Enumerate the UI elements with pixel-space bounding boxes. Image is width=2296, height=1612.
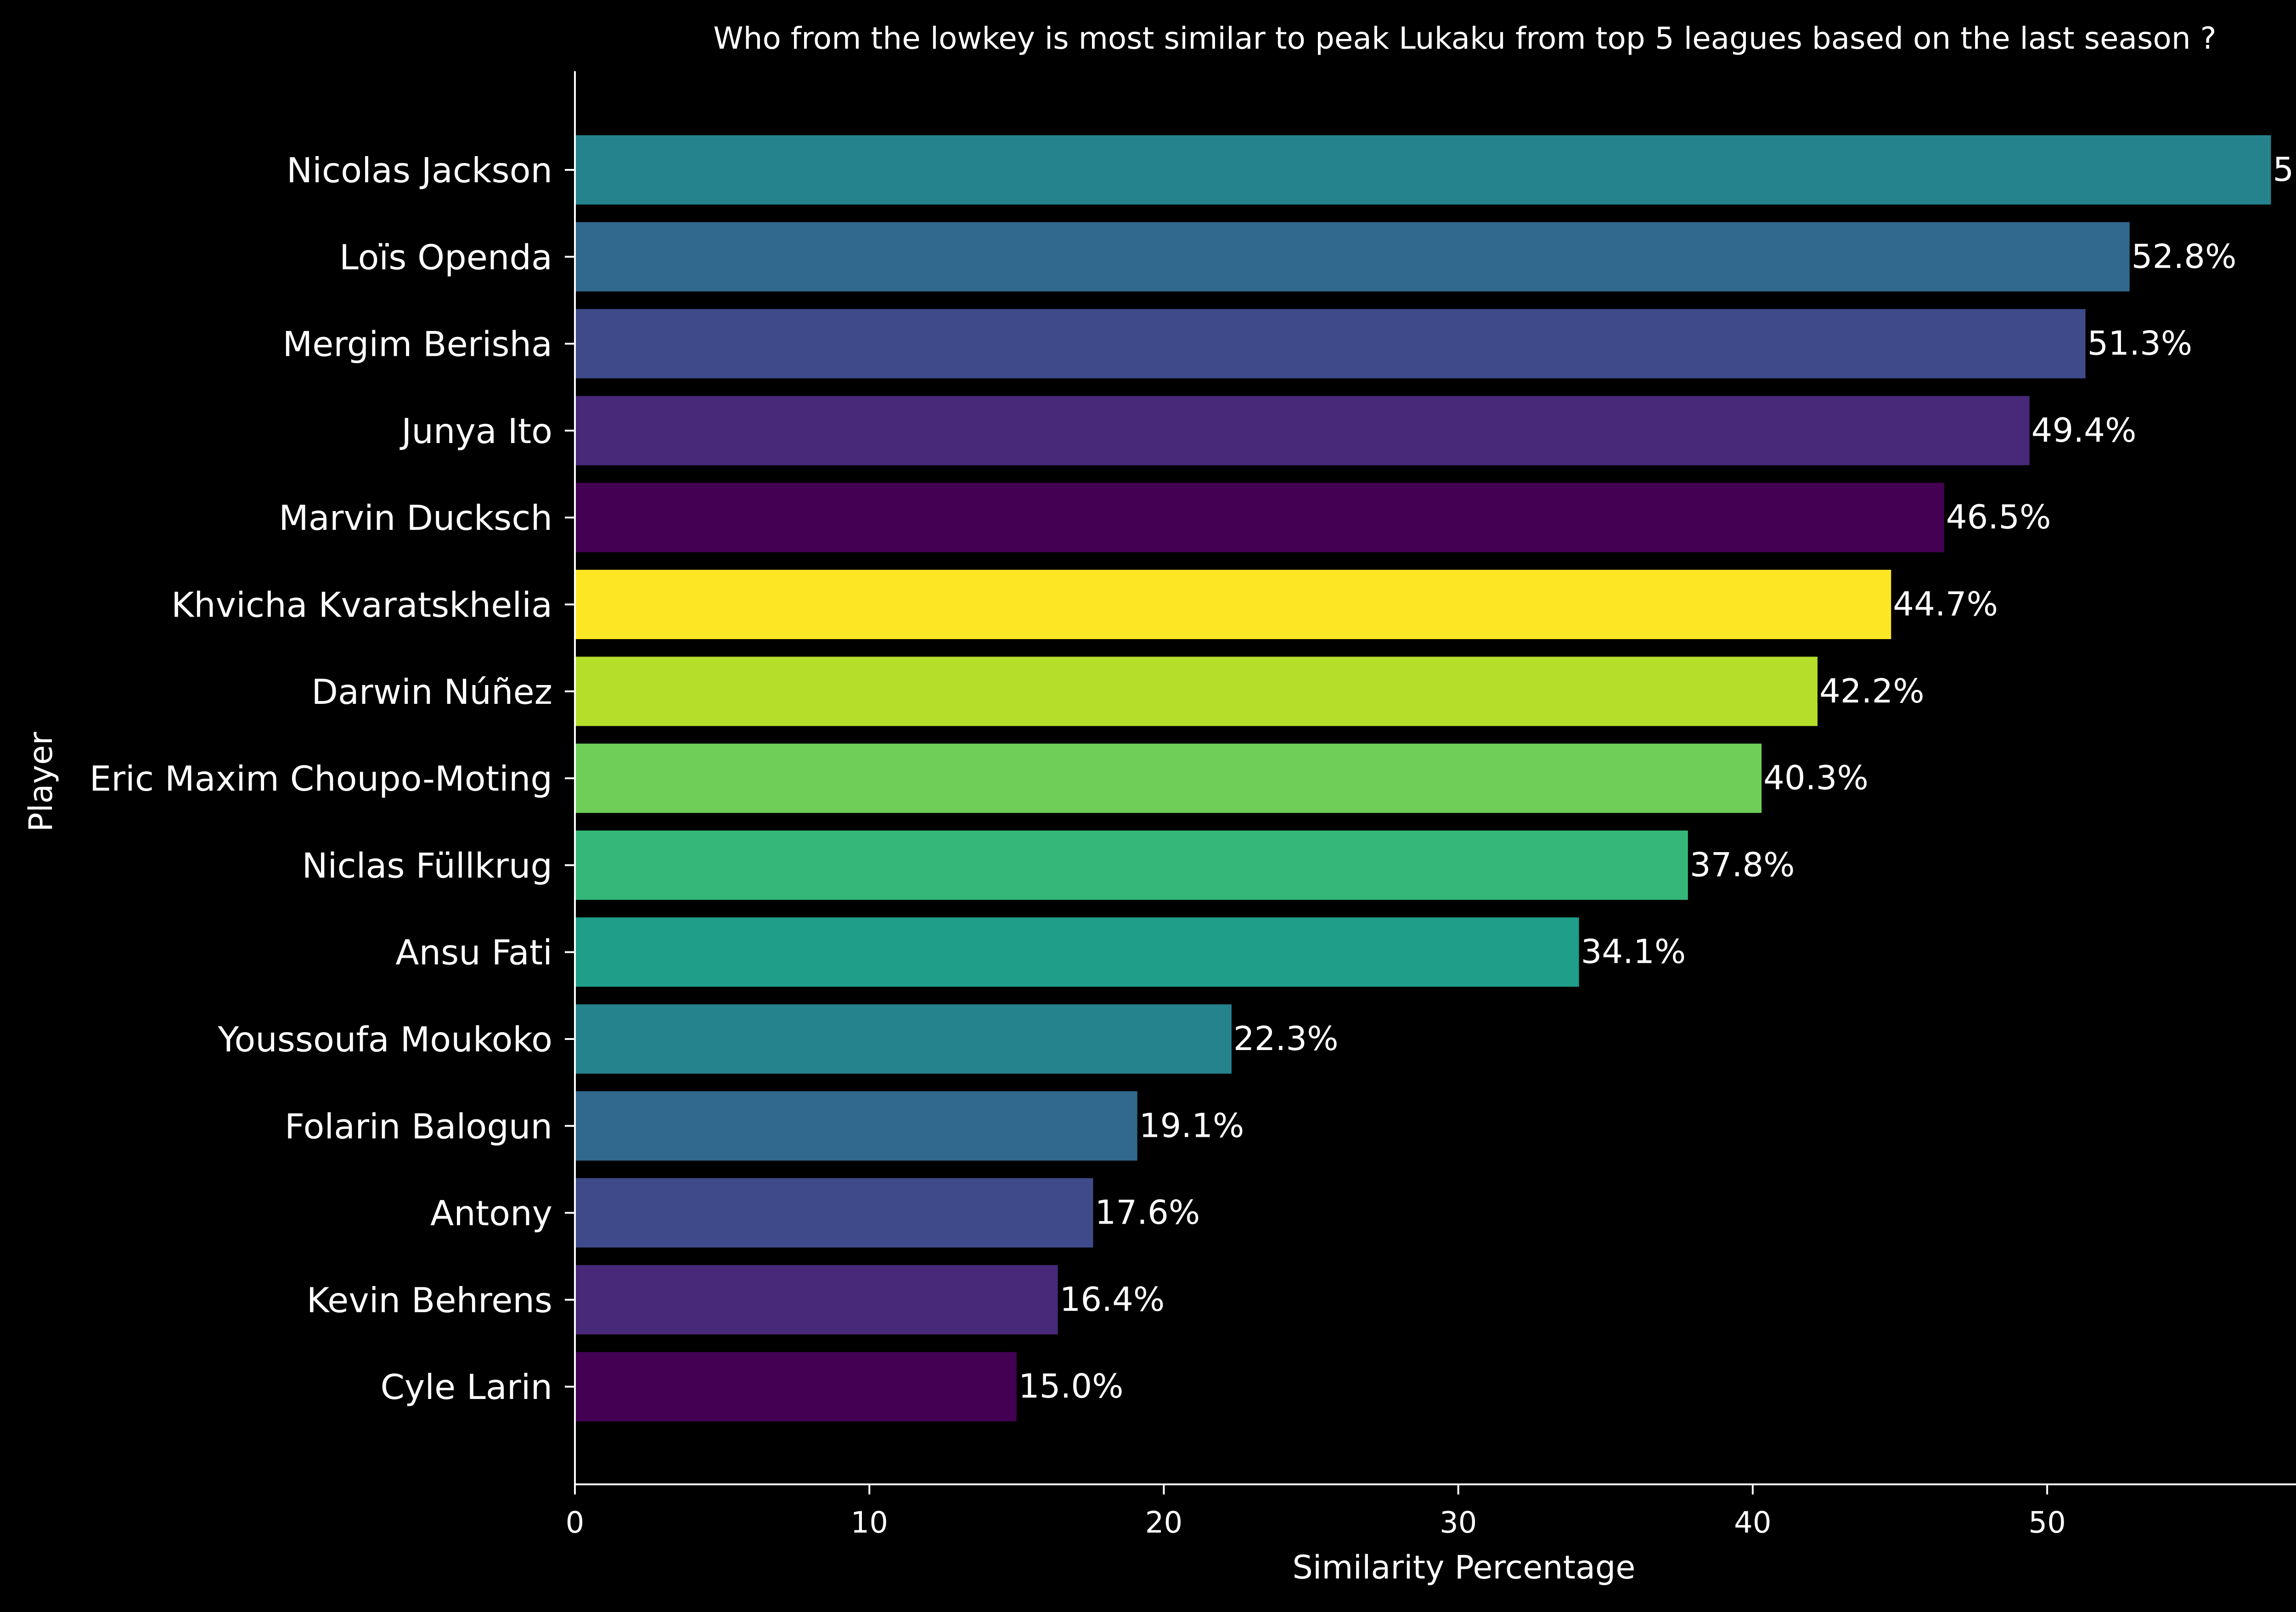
y-tick-label: Junya Ito — [400, 411, 552, 451]
bar — [575, 1004, 1232, 1074]
x-tick-label: 50 — [2028, 1506, 2065, 1540]
y-ticks-group — [565, 169, 575, 1388]
bar — [575, 1352, 1017, 1421]
bar-value-label: 40.3% — [1763, 758, 1868, 797]
bar-value-label: 44.7% — [1893, 585, 1998, 623]
bar — [575, 135, 2271, 205]
y-tick-label: Ansu Fati — [395, 932, 552, 973]
x-tick-label: 20 — [1145, 1506, 1182, 1540]
y-tick-label: Loïs Openda — [339, 237, 552, 277]
y-tick-label: Folarin Balogun — [285, 1106, 552, 1146]
bar-value-label: 57.6% — [2273, 150, 2296, 189]
bar-value-label: 52.8% — [2132, 237, 2237, 275]
bar-value-label: 37.8% — [1690, 845, 1795, 884]
bar-value-label: 16.4% — [1060, 1280, 1165, 1319]
bar — [575, 309, 2086, 379]
y-axis-label: Player — [22, 732, 60, 832]
y-tick-label: Nicolas Jackson — [287, 150, 552, 191]
y-tick-label: Marvin Ducksch — [279, 498, 552, 538]
x-tick-label: 40 — [1734, 1506, 1771, 1540]
bar — [575, 483, 1944, 552]
bar-value-label: 15.0% — [1019, 1367, 1124, 1405]
y-tick-label: Cyle Larin — [380, 1367, 552, 1407]
x-axis-label: Similarity Percentage — [1293, 1549, 1636, 1586]
bar-value-label: 49.4% — [2032, 411, 2137, 449]
bar — [575, 1091, 1137, 1161]
y-tick-label: Eric Maxim Choupo-Moting — [90, 758, 552, 799]
x-tick-label: 10 — [851, 1506, 888, 1540]
bar-value-label: 46.5% — [1946, 498, 2051, 536]
y-tick-label: Kevin Behrens — [307, 1280, 552, 1320]
bar — [575, 1265, 1058, 1335]
y-tick-label: Antony — [430, 1193, 552, 1234]
y-tick-label: Youssoufa Moukoko — [218, 1019, 552, 1060]
bar — [575, 743, 1762, 813]
bar — [575, 222, 2130, 292]
bar — [575, 570, 1891, 639]
y-tick-label: Niclas Füllkrug — [302, 845, 552, 886]
x-tick-label: 30 — [1440, 1506, 1477, 1540]
y-tick-label: Khvicha Kvaratskhelia — [171, 585, 552, 625]
bar-value-label: 34.1% — [1581, 932, 1686, 971]
bar-value-label: 22.3% — [1233, 1019, 1339, 1058]
bar-value-label: 19.1% — [1139, 1106, 1244, 1145]
bar — [575, 830, 1688, 900]
bar — [575, 396, 2030, 466]
bar — [575, 917, 1579, 987]
y-tick-labels-group: Nicolas Jackson Loïs Openda Mergim Berisha… — [90, 150, 552, 1407]
bar — [575, 1178, 1093, 1248]
bar-value-label: 17.6% — [1095, 1193, 1200, 1232]
y-tick-label: Darwin Núñez — [311, 672, 552, 712]
bar-value-label: 51.3% — [2087, 324, 2192, 363]
chart-title: Who from the lowkey is most similar to p… — [713, 21, 2216, 56]
bar-value-label: 42.2% — [1819, 672, 1925, 710]
x-tick-label: 0 — [566, 1506, 585, 1540]
bars-group — [575, 135, 2271, 1421]
x-ticks-group: 0102030405060 — [566, 1484, 2066, 1540]
value-labels-group: 57.6% 52.8% 51.3% 49.4% 46.5% 44.7% 42.2% 40.3%… — [1019, 150, 2296, 1405]
bar — [575, 657, 1818, 726]
y-tick-label: Mergim Berisha — [282, 324, 552, 365]
